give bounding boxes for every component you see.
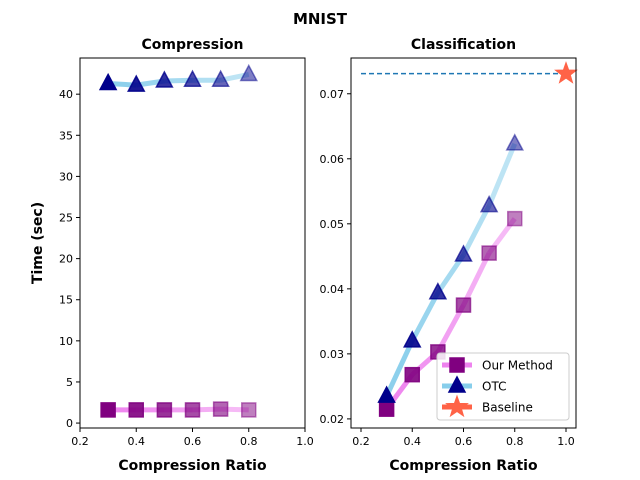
y-tick-label: 20 [59, 253, 73, 266]
x-tick-label: 1.0 [296, 435, 314, 448]
y-tick-label: 35 [59, 129, 73, 142]
data-point [241, 402, 257, 418]
data-point [377, 385, 396, 403]
legend-label: OTC [482, 380, 506, 394]
data-point [211, 69, 230, 87]
data-point [455, 297, 472, 313]
x-axis-label: Compression Ratio [118, 458, 267, 474]
subplot-classification: Classification Compression Ratio 0.2 0.4 0.6… [320, 37, 578, 474]
data-point [98, 72, 118, 91]
y-tick-label: 5 [66, 376, 73, 389]
series-line-segment [461, 204, 492, 257]
y-tick-label: 0.04 [320, 283, 345, 296]
series-our-method [100, 401, 257, 418]
x-tick-label: 1.0 [557, 435, 575, 448]
series-our-method [378, 210, 523, 417]
data-point [507, 210, 523, 227]
series-line-segment [461, 251, 492, 307]
plot-frame [350, 57, 577, 429]
series-line-segment [384, 339, 415, 398]
baseline-point [554, 61, 578, 84]
data-point [404, 366, 420, 383]
legend-swatch-marker [449, 357, 465, 373]
y-tick-label: 30 [59, 170, 73, 183]
legend-label: Our Method [482, 359, 553, 373]
data-point [505, 133, 525, 151]
legend-box [436, 352, 570, 421]
subplot-compression: Compression Compression Ratio Time (sec) 0.… [30, 37, 314, 474]
data-point [155, 70, 174, 88]
data-point [479, 195, 499, 213]
data-point [428, 282, 448, 300]
y-axis-label: Time (sec) [30, 202, 46, 284]
plot-frame [79, 57, 306, 429]
data-point [100, 402, 116, 418]
x-tick-label: 0.8 [240, 435, 258, 448]
data-point [212, 401, 229, 417]
data-point [402, 330, 422, 348]
y-tick-label: 0.06 [320, 153, 345, 166]
y-tick-label: 40 [59, 88, 73, 101]
data-point [454, 244, 473, 262]
data-point [183, 69, 202, 87]
series-otc [377, 133, 525, 403]
series-line-segment [435, 303, 466, 354]
y-tick-label: 0.05 [320, 218, 345, 231]
x-tick-label: 0.8 [506, 435, 524, 448]
y-tick-label: 15 [59, 294, 73, 307]
y-tick-label: 0.07 [320, 88, 345, 101]
y-tick-label: 25 [59, 212, 73, 225]
data-point [127, 74, 146, 92]
y-tick-label: 0.03 [320, 348, 345, 361]
data-point [239, 63, 258, 82]
legend-swatch-marker [447, 375, 467, 393]
series-otc [98, 63, 258, 92]
legend-swatch-marker [445, 394, 469, 418]
y-tick-label: 0 [66, 417, 73, 430]
data-point [184, 402, 201, 418]
data-point [378, 401, 395, 417]
x-tick-label: 0.2 [352, 435, 370, 448]
x-tick-label: 0.6 [455, 435, 473, 448]
subplot-title: Compression [142, 37, 244, 53]
x-axis-label: Compression Ratio [389, 458, 538, 474]
x-tick-label: 0.4 [403, 435, 421, 448]
x-tick-label: 0.2 [71, 435, 89, 448]
data-point [481, 245, 497, 261]
data-point [128, 402, 144, 418]
legend-label: Baseline [482, 401, 533, 415]
legend: Our Method OTC Baseline [436, 352, 570, 421]
x-tick-label: 0.4 [128, 435, 146, 448]
data-point [156, 402, 173, 418]
y-tick-label: 0.02 [320, 413, 345, 426]
subplot-title: Classification [411, 37, 516, 53]
series-line-segment [486, 142, 518, 207]
series-line-segment [410, 291, 441, 343]
suptitle: MNIST [293, 10, 348, 28]
x-tick-label: 0.6 [184, 435, 202, 448]
y-tick-label: 10 [59, 335, 73, 348]
